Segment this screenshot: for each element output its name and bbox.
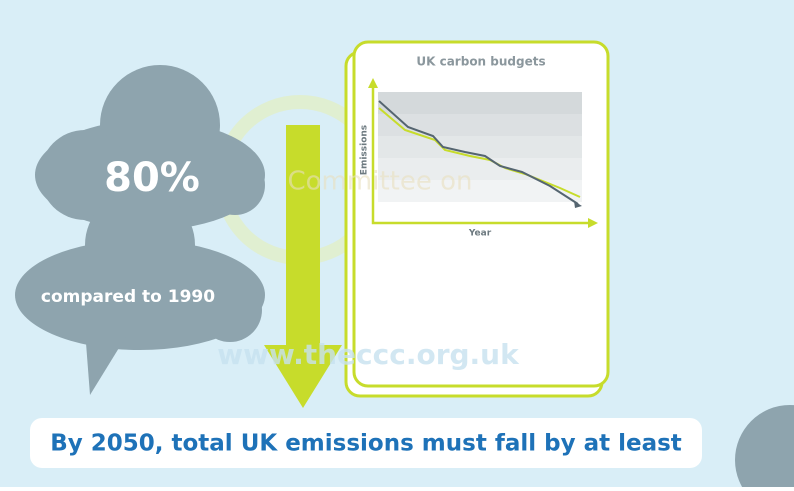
page: 80% compared to 1990 UK carbon budgets E…	[0, 0, 794, 491]
watermark-url: www.theccc.org.uk	[217, 338, 520, 371]
percent-text: 80%	[104, 155, 200, 201]
x-axis-label: Year	[468, 229, 492, 239]
compared-text: compared to 1990	[41, 287, 215, 307]
card-title: UK carbon budgets	[416, 55, 545, 69]
scene: 80% compared to 1990 UK carbon budgets E…	[0, 0, 794, 487]
watermark-title: Committee on	[288, 167, 473, 197]
banner-text: By 2050, total UK emissions must fall by…	[50, 431, 682, 457]
